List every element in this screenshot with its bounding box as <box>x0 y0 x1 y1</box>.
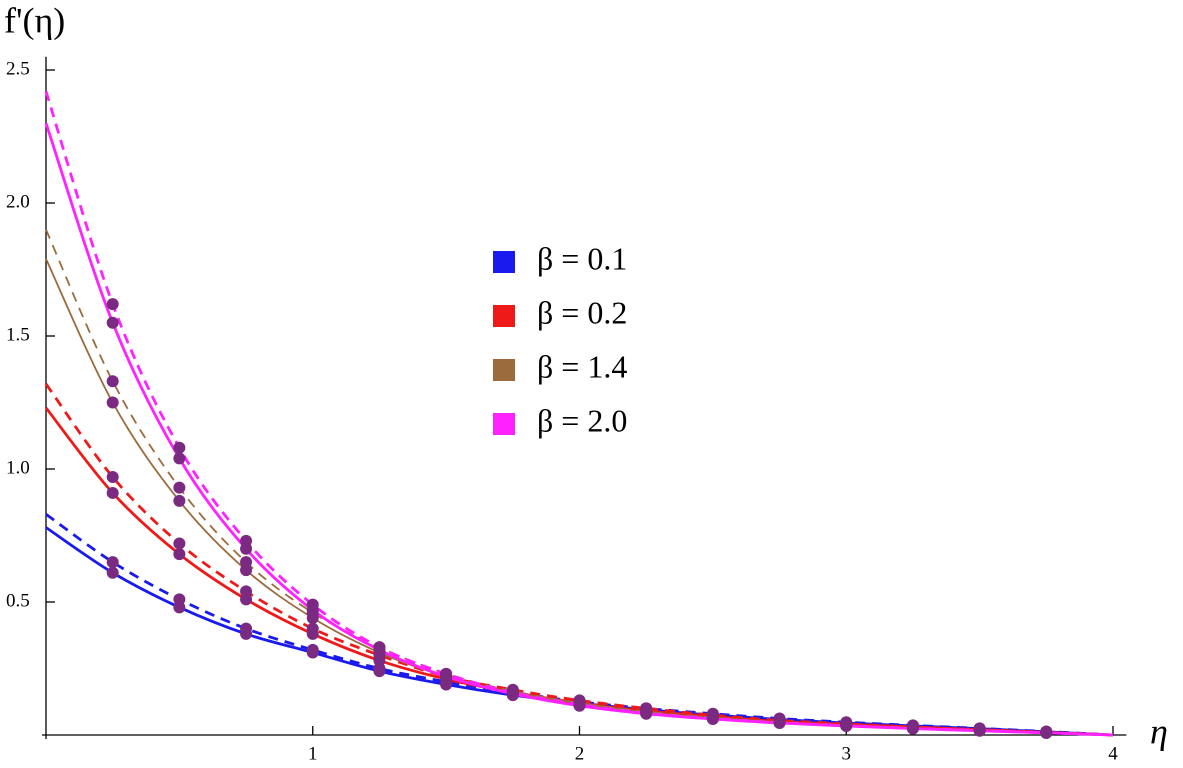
y-tick-label: 1.5 <box>6 324 30 345</box>
data-point <box>106 375 119 388</box>
y-tick-label: 1.0 <box>6 457 30 478</box>
data-point <box>440 667 453 680</box>
data-point <box>106 396 119 409</box>
x-tick-label: 1 <box>308 743 318 764</box>
data-point <box>173 593 186 606</box>
x-tick-label: 3 <box>842 743 852 764</box>
legend-label: β = 1.4 <box>537 348 627 384</box>
data-point <box>173 481 186 494</box>
data-point <box>306 598 319 611</box>
data-point <box>106 298 119 311</box>
data-point <box>706 712 719 725</box>
data-point <box>240 534 253 547</box>
data-point <box>173 452 186 465</box>
data-point <box>240 622 253 635</box>
data-point <box>106 470 119 483</box>
data-point <box>1040 726 1053 739</box>
data-point <box>173 441 186 454</box>
data-point <box>373 641 386 654</box>
data-point <box>506 686 519 699</box>
data-point <box>906 722 919 735</box>
data-point <box>773 716 786 729</box>
data-point <box>173 537 186 550</box>
legend-swatch <box>493 413 515 435</box>
x-axis-label: η <box>1150 711 1168 751</box>
data-point <box>640 707 653 720</box>
data-point <box>840 719 853 732</box>
data-point <box>240 585 253 598</box>
x-tick-label: 2 <box>575 743 585 764</box>
y-axis-label: f'(η) <box>4 0 65 40</box>
legend-label: β = 0.2 <box>537 294 627 330</box>
legend-label: β = 2.0 <box>537 402 627 438</box>
legend-label: β = 0.1 <box>537 240 627 276</box>
legend-swatch <box>493 251 515 273</box>
data-point <box>573 698 586 711</box>
data-point <box>106 556 119 569</box>
y-tick-label: 2.5 <box>6 58 30 79</box>
data-point <box>306 643 319 656</box>
x-tick-label: 4 <box>1108 743 1118 764</box>
legend-swatch <box>493 359 515 381</box>
data-point <box>973 724 986 737</box>
data-point <box>106 566 119 579</box>
line-solid <box>44 406 1114 737</box>
data-point <box>173 494 186 507</box>
data-point <box>240 556 253 569</box>
line-dashed <box>45 513 1114 737</box>
data-point <box>106 486 119 499</box>
data-point <box>106 316 119 329</box>
y-tick-label: 0.5 <box>6 590 30 611</box>
data-point <box>306 622 319 635</box>
legend-swatch <box>493 305 515 327</box>
data-point <box>173 548 186 561</box>
y-tick-label: 2.0 <box>6 191 30 212</box>
